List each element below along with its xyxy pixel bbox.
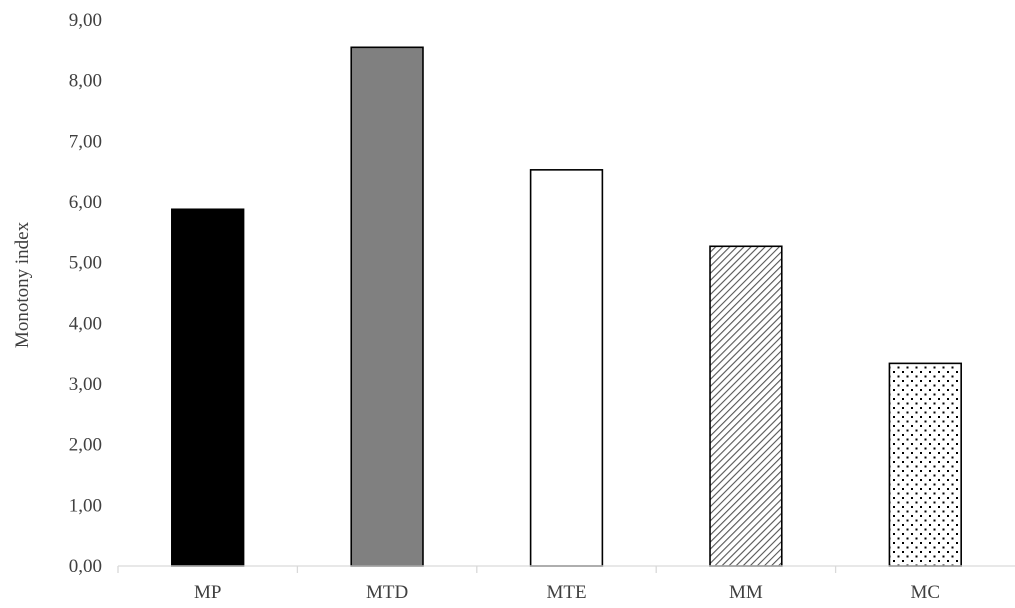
x-tick-label: MTE	[546, 582, 586, 603]
x-tick-label: MM	[729, 582, 763, 603]
bar-mm	[709, 245, 783, 567]
y-tick-label: 6,00	[69, 192, 102, 213]
bar-mte	[529, 169, 604, 567]
y-axis-title: Monotony index	[12, 221, 33, 348]
y-tick-label: 7,00	[69, 131, 102, 152]
y-tick-label: 8,00	[69, 71, 102, 92]
y-tick-label: 4,00	[69, 313, 102, 334]
y-axis-ticks: 0,00 1,00 2,00 3,00 4,00 5,00 6,00 7,00 8,00 9,00	[69, 10, 102, 577]
x-tick-label: MC	[911, 582, 941, 603]
y-tick-label: 3,00	[69, 374, 102, 395]
bars	[171, 46, 962, 567]
bar-mp	[171, 208, 245, 567]
bar-mc	[888, 362, 962, 567]
x-axis-ticks: MP MTD MTE MM MC	[117, 566, 941, 603]
y-tick-label: 1,00	[69, 495, 102, 516]
x-tick-label: MP	[194, 582, 221, 603]
y-tick-label: 0,00	[69, 556, 102, 577]
x-tick-label: MTD	[366, 582, 408, 603]
y-tick-label: 2,00	[69, 435, 102, 456]
y-tick-label: 5,00	[69, 253, 102, 274]
bar-mtd	[350, 46, 424, 567]
y-tick-label: 9,00	[69, 10, 102, 31]
